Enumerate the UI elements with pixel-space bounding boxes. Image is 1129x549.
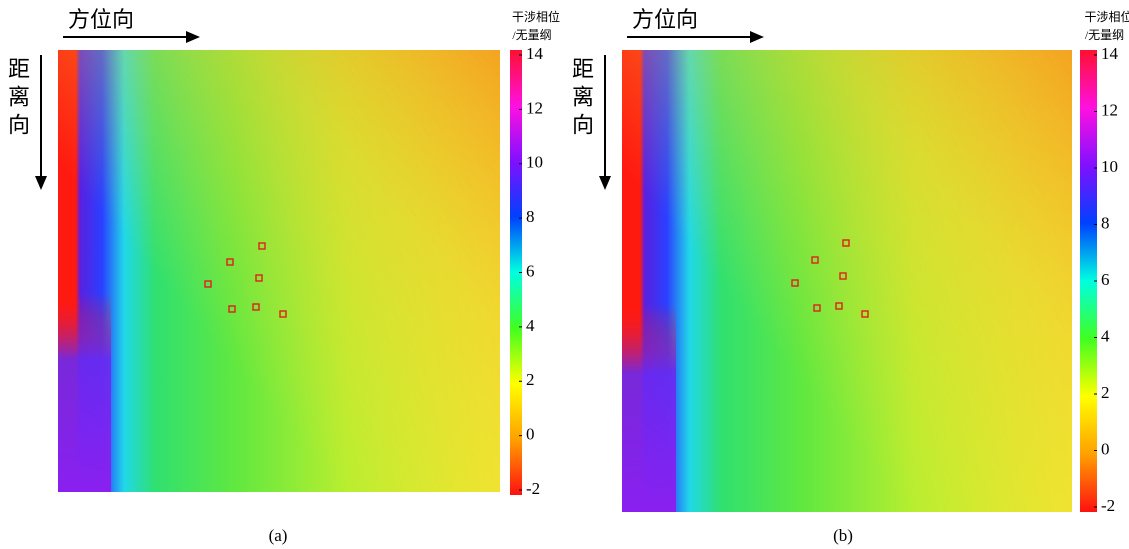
phase-map-overlay (58, 50, 500, 492)
marker (861, 310, 869, 318)
marker (279, 310, 287, 318)
colorbar-tick-label: 4 (1101, 326, 1110, 345)
colorbar-tick-label: 10 (1101, 157, 1118, 176)
colorbar-tick-label: 12 (526, 98, 543, 117)
range-label: 距离向 (5, 57, 30, 141)
colorbar-tick-label: 4 (526, 316, 535, 335)
colorbar (1080, 50, 1097, 512)
marker (226, 258, 234, 266)
colorbar-tick-label: 2 (1101, 383, 1110, 402)
colorbar-tick-label: -2 (526, 479, 540, 498)
colorbar-unit: /无量纲 (1085, 28, 1124, 42)
panel-label: (b) (833, 526, 853, 545)
colorbar-tick-label: 8 (526, 207, 535, 226)
colorbar-tick-label: 14 (1101, 44, 1119, 63)
marker (839, 272, 847, 280)
panel-label: (a) (269, 526, 288, 545)
colorbar-tick-label: 6 (1101, 270, 1110, 289)
colorbar-tick-label: 2 (526, 370, 535, 389)
marker (791, 279, 799, 287)
phase-map-left (622, 50, 676, 512)
azimuth-arrowhead (750, 31, 764, 43)
range-arrowhead (599, 176, 611, 190)
marker (835, 302, 843, 310)
colorbar (510, 50, 522, 495)
colorbar-tick-label: 8 (1101, 213, 1110, 232)
colorbar-tick-label: 0 (1101, 439, 1110, 458)
marker (255, 274, 263, 282)
marker (842, 239, 850, 247)
range-label: 距离向 (569, 57, 594, 141)
marker (811, 256, 819, 264)
azimuth-arrowhead (186, 31, 200, 43)
colorbar-title: 干涉相位 (512, 9, 560, 24)
marker (228, 305, 236, 313)
marker (252, 303, 260, 311)
colorbar-tick-label: 10 (526, 153, 543, 172)
range-arrowhead (35, 176, 47, 190)
azimuth-label: 方位向 (632, 7, 698, 32)
marker (258, 242, 266, 250)
marker (204, 280, 212, 288)
colorbar-unit: /无量纲 (512, 28, 551, 42)
colorbar-tick-label: 14 (526, 44, 544, 63)
colorbar-tick-label: 12 (1101, 100, 1118, 119)
colorbar-tick-label: 0 (526, 425, 535, 444)
azimuth-label: 方位向 (68, 7, 134, 32)
phase-map-left (58, 50, 112, 492)
marker (813, 304, 821, 312)
colorbar-title: 干涉相位 (1084, 9, 1129, 24)
phase-map-overlay (622, 50, 1072, 512)
colorbar-tick-label: -2 (1101, 496, 1115, 515)
colorbar-tick-label: 6 (526, 261, 535, 280)
